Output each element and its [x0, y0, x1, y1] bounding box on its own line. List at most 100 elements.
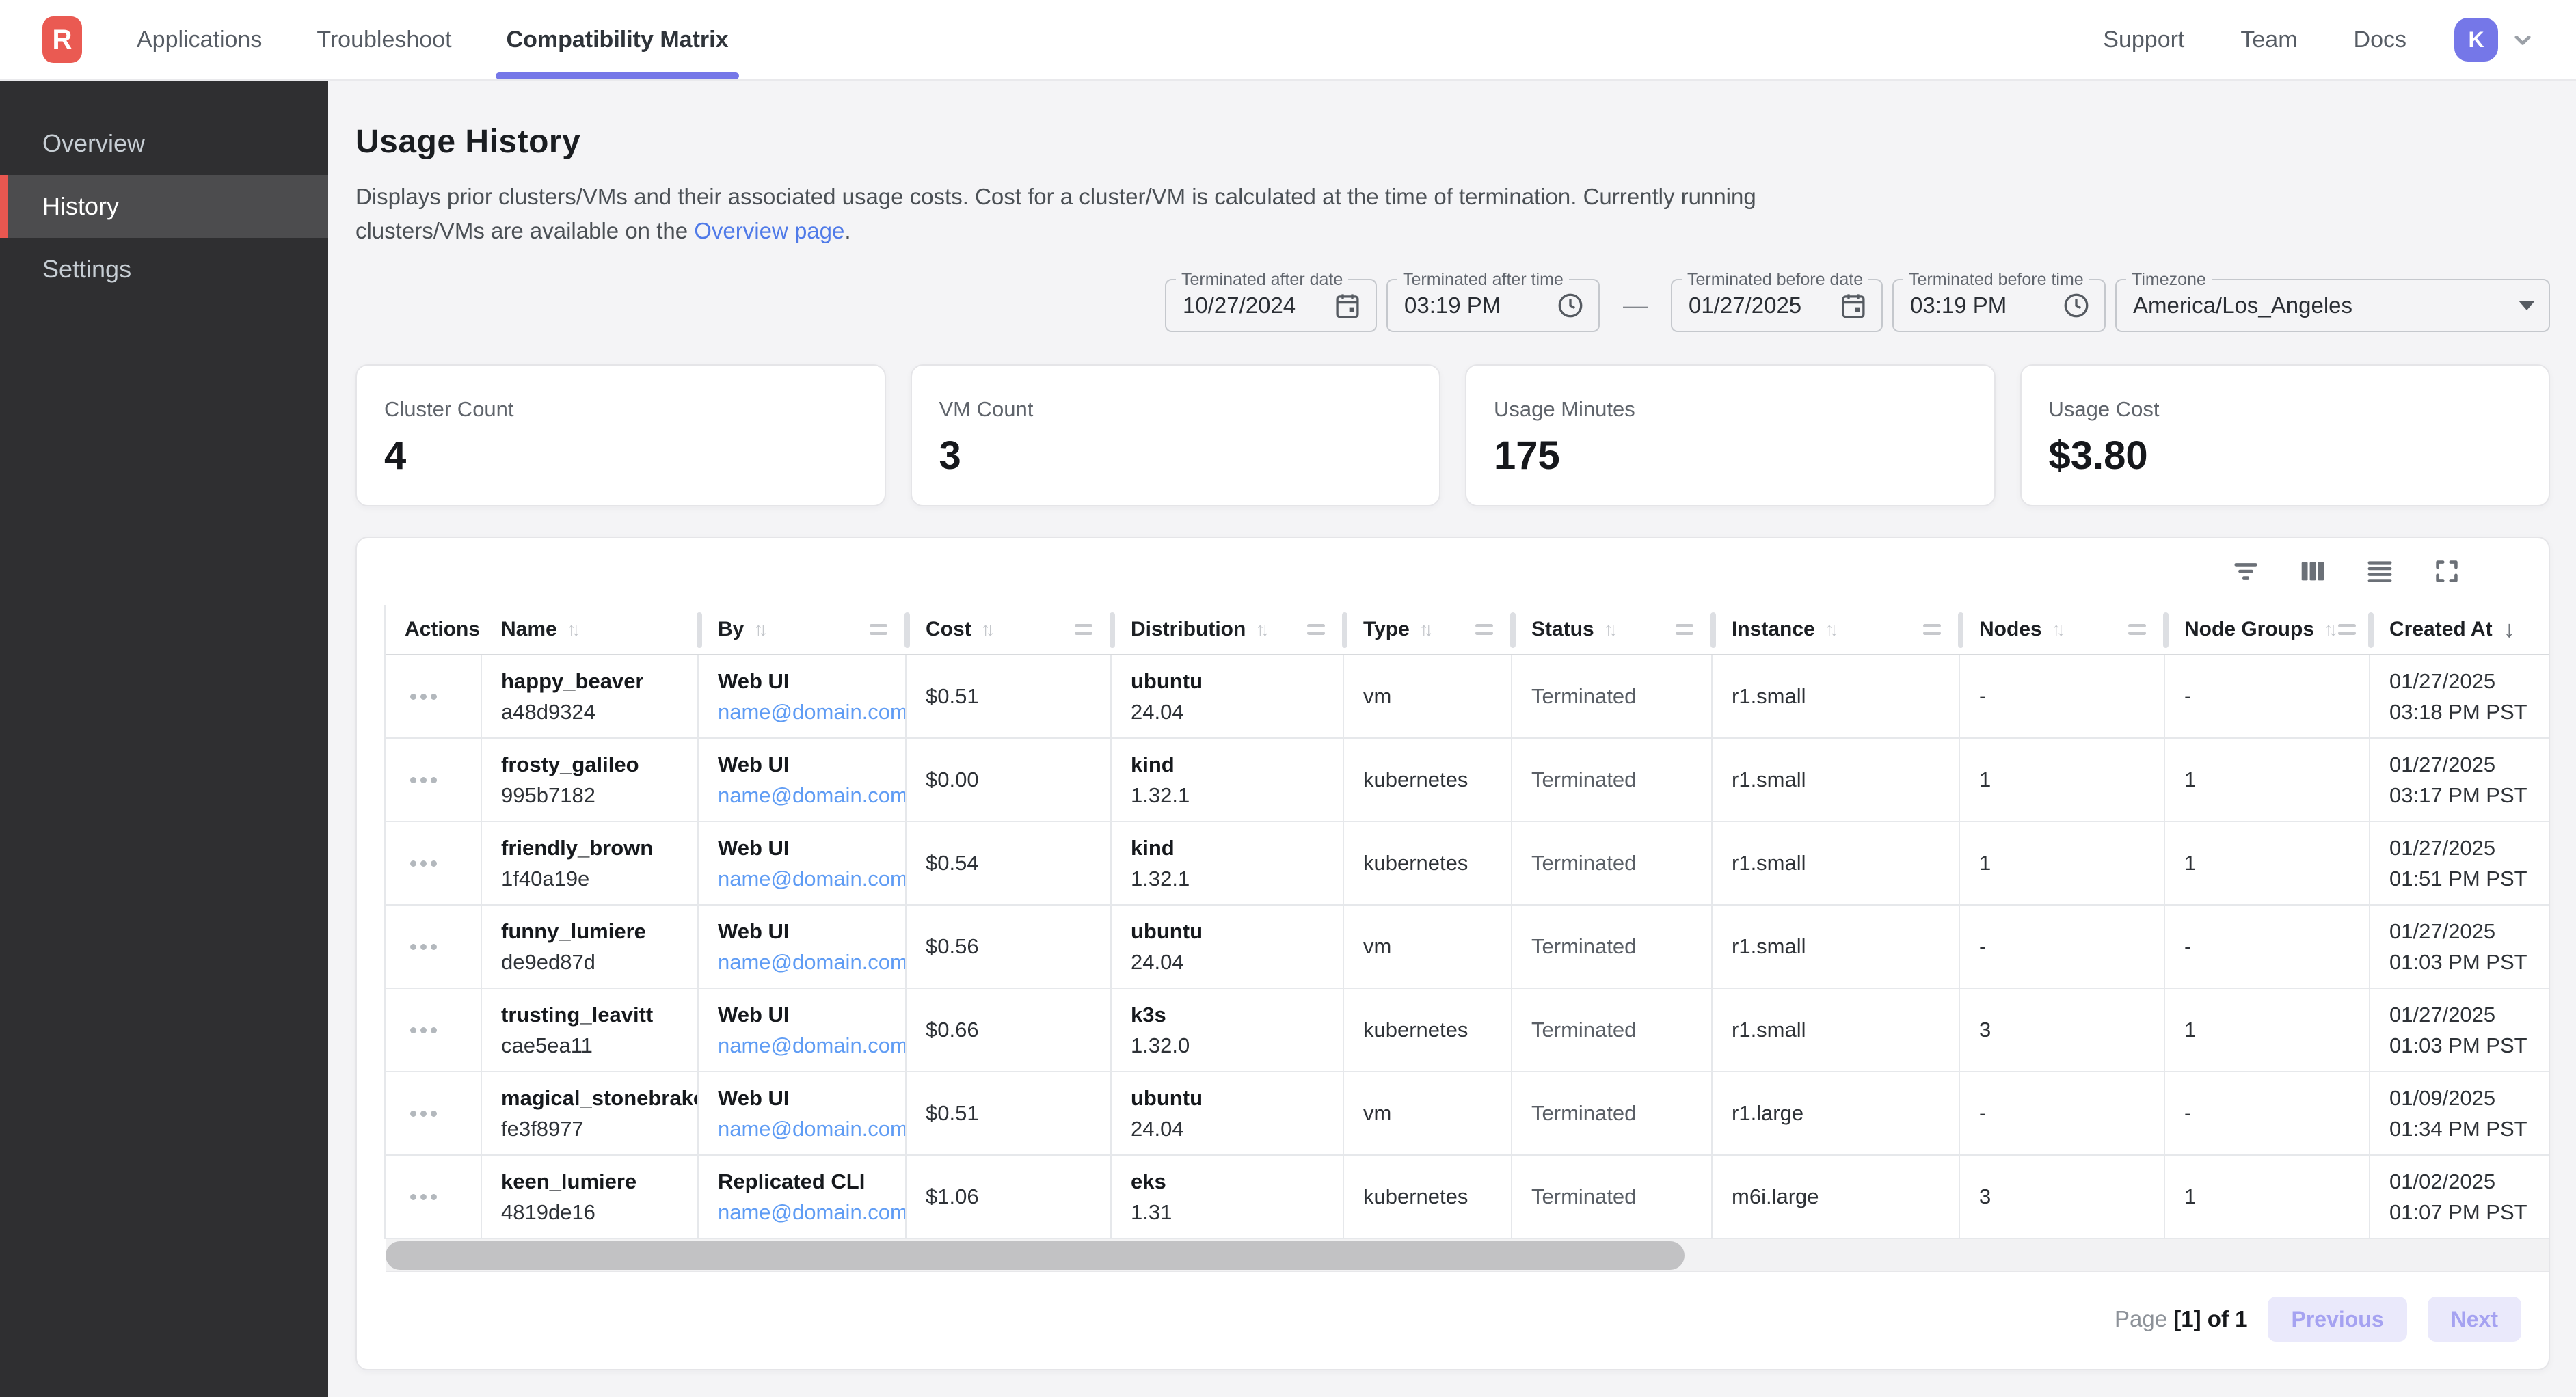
- cell-distribution: kind1.32.1: [1112, 739, 1344, 821]
- column-header-status[interactable]: Status↑↓: [1512, 605, 1713, 654]
- row-actions-button[interactable]: [405, 1187, 481, 1207]
- cell-text: 01/02/2025: [2389, 1169, 2550, 1194]
- sidebar-item-overview[interactable]: Overview: [0, 112, 328, 175]
- field-value: 01/27/2025: [1689, 293, 1828, 318]
- next-button[interactable]: Next: [2428, 1297, 2521, 1342]
- cell-text: -: [2184, 934, 2369, 959]
- column-menu-icon[interactable]: [2338, 624, 2356, 635]
- clock-icon[interactable]: [2062, 291, 2091, 320]
- filter-button[interactable]: [2227, 553, 2264, 590]
- more-horizontal-icon: [431, 1194, 437, 1200]
- column-header-by[interactable]: By↑↓: [699, 605, 907, 654]
- stat-card-usage-minutes: Usage Minutes 175: [1465, 364, 1996, 506]
- column-menu-icon[interactable]: [1475, 624, 1493, 635]
- columns-button[interactable]: [2294, 553, 2331, 590]
- cell-text: Terminated: [1531, 684, 1711, 709]
- terminated-before-date-field[interactable]: Terminated before date 01/27/2025: [1671, 279, 1883, 332]
- terminated-after-date-field[interactable]: Terminated after date 10/27/2024: [1165, 279, 1377, 332]
- row-email-link[interactable]: name@domain.com: [718, 783, 905, 808]
- sort-icon: ↑↓: [1825, 619, 1839, 640]
- cell-cost: $0.51: [907, 1072, 1112, 1154]
- column-label: Type: [1363, 618, 1410, 641]
- nav-support[interactable]: Support: [2103, 0, 2184, 79]
- sidebar-item-settings[interactable]: Settings: [0, 238, 328, 301]
- column-menu-icon[interactable]: [2128, 624, 2146, 635]
- column-menu-icon[interactable]: [1923, 624, 1941, 635]
- column-header-nodes[interactable]: Nodes↑↓: [1960, 605, 2165, 654]
- column-header-name[interactable]: Name↑↓: [482, 605, 699, 654]
- cell-text: 03:17 PM PST: [2389, 783, 2550, 808]
- cell-by: Web UIname@domain.com: [699, 906, 907, 988]
- column-header-created_at[interactable]: Created At↓: [2370, 605, 2550, 654]
- nav-compatibility-matrix[interactable]: Compatibility Matrix: [507, 0, 729, 79]
- cell-text: 995b7182: [501, 783, 697, 808]
- row-actions-button[interactable]: [405, 854, 481, 873]
- columns-icon: [2297, 556, 2329, 587]
- row-actions-button[interactable]: [405, 937, 481, 957]
- cell-nodes: 3: [1960, 989, 2165, 1071]
- main-nav: Applications Troubleshoot Compatibility …: [137, 0, 783, 79]
- row-email-link[interactable]: name@domain.com: [718, 1117, 905, 1141]
- cell-name: happy_beavera48d9324: [482, 655, 699, 737]
- table-row: funny_lumierede9ed87dWeb UIname@domain.c…: [386, 906, 2550, 989]
- nav-active-label: Compatibility Matrix: [507, 27, 729, 53]
- sidebar-item-history[interactable]: History: [0, 175, 328, 238]
- clock-icon[interactable]: [1556, 291, 1585, 320]
- row-email-link[interactable]: name@domain.com: [718, 1033, 905, 1058]
- row-email-link[interactable]: name@domain.com: [718, 700, 905, 724]
- cell-text: eks: [1131, 1169, 1343, 1194]
- cell-instance: r1.small: [1713, 739, 1960, 821]
- terminated-before-time-field[interactable]: Terminated before time 03:19 PM: [1892, 279, 2106, 332]
- column-menu-icon[interactable]: [1676, 624, 1693, 635]
- density-button[interactable]: [2361, 553, 2398, 590]
- stat-label: VM Count: [939, 397, 1412, 422]
- row-actions-button[interactable]: [405, 687, 481, 707]
- column-label: Instance: [1732, 618, 1815, 641]
- sort-icon: ↑↓: [1255, 619, 1270, 640]
- row-email-link[interactable]: name@domain.com: [718, 950, 905, 975]
- fullscreen-icon: [2431, 556, 2463, 587]
- calendar-icon[interactable]: [1333, 291, 1362, 320]
- nav-team[interactable]: Team: [2240, 0, 2297, 79]
- nav-docs[interactable]: Docs: [2354, 0, 2406, 79]
- column-header-node_groups[interactable]: Node Groups↑↓: [2165, 605, 2370, 654]
- column-menu-icon[interactable]: [1075, 624, 1092, 635]
- table-row: friendly_brown1f40a19eWeb UIname@domain.…: [386, 822, 2550, 906]
- field-value: America/Los_Angeles: [2133, 293, 2505, 318]
- cell-distribution: eks1.31: [1112, 1156, 1344, 1238]
- calendar-icon[interactable]: [1839, 291, 1868, 320]
- column-header-instance[interactable]: Instance ↑↓: [1713, 605, 1960, 654]
- row-email-link[interactable]: name@domain.com: [718, 867, 905, 891]
- nav-troubleshoot[interactable]: Troubleshoot: [317, 0, 451, 79]
- page-prefix: Page: [2115, 1306, 2173, 1331]
- row-email-link[interactable]: name@domain.com: [718, 1200, 905, 1225]
- cell-cost: $0.54: [907, 822, 1112, 904]
- column-menu-icon[interactable]: [1307, 624, 1325, 635]
- density-icon: [2364, 556, 2396, 587]
- column-header-type[interactable]: Type↑↓: [1344, 605, 1512, 654]
- column-header-cost[interactable]: Cost↑↓: [907, 605, 1112, 654]
- column-header-distribution[interactable]: Distribution↑↓: [1112, 605, 1344, 654]
- fullscreen-button[interactable]: [2428, 553, 2465, 590]
- scrollbar-thumb[interactable]: [386, 1241, 1685, 1270]
- column-menu-icon[interactable]: [870, 624, 887, 635]
- row-actions-button[interactable]: [405, 1104, 481, 1124]
- timezone-select[interactable]: Timezone America/Los_Angeles: [2115, 279, 2550, 332]
- cell-by: Web UIname@domain.com: [699, 989, 907, 1071]
- brand-logo[interactable]: R: [42, 16, 82, 63]
- stat-card-usage-cost: Usage Cost $3.80: [2020, 364, 2551, 506]
- overview-page-link[interactable]: Overview page: [694, 218, 844, 243]
- cell-text: 1: [2184, 1018, 2369, 1042]
- row-actions-button[interactable]: [405, 770, 481, 790]
- field-value: 03:19 PM: [1404, 293, 1545, 318]
- cell-text: funny_lumiere: [501, 919, 697, 944]
- row-actions-button[interactable]: [405, 1020, 481, 1040]
- terminated-after-time-field[interactable]: Terminated after time 03:19 PM: [1386, 279, 1600, 332]
- horizontal-scrollbar[interactable]: [386, 1239, 2550, 1272]
- nav-applications[interactable]: Applications: [137, 0, 262, 79]
- previous-button[interactable]: Previous: [2268, 1297, 2406, 1342]
- avatar[interactable]: K: [2454, 18, 2498, 62]
- cell-text: ubuntu: [1131, 669, 1343, 694]
- grid-toolbar: [357, 538, 2549, 605]
- chevron-down-icon[interactable]: [2508, 25, 2538, 55]
